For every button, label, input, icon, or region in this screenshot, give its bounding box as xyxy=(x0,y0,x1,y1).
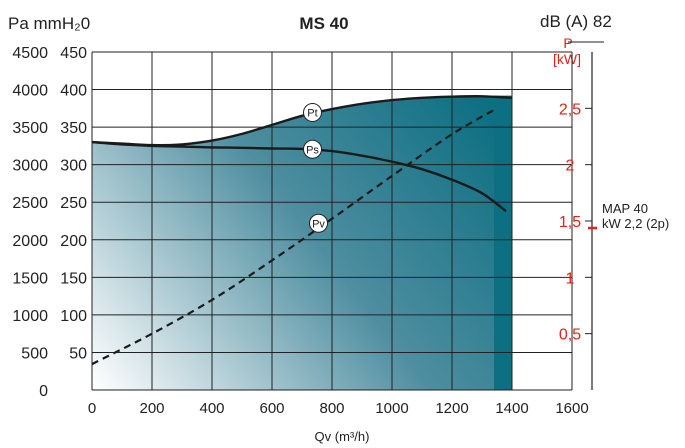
x-tick-label-800: 800 xyxy=(319,400,344,417)
power-axis-label-unit: [kW] xyxy=(553,51,581,67)
y-tick-pa-500: 500 xyxy=(21,345,48,362)
y-tick-mmh2o-250: 250 xyxy=(60,195,87,212)
curves: Pt Ps Pv xyxy=(91,95,513,366)
curve-label-ps: Ps xyxy=(306,144,319,156)
curve-pv xyxy=(91,107,498,366)
y-tick-mmh2o-350: 350 xyxy=(60,120,87,137)
y-tick-pa-3000: 3000 xyxy=(12,158,48,175)
y-tick-mmh2o-200: 200 xyxy=(60,233,87,250)
x-axis-label: Qv (m³/h) xyxy=(315,429,370,444)
y-tick-pa-4000: 4000 xyxy=(12,83,48,100)
motor-note-line1: MAP 40 xyxy=(602,201,648,216)
y-tick-pa-0: 0 xyxy=(39,383,48,400)
y-tick-mmh2o-450: 450 xyxy=(60,45,87,62)
kw-tick-label-1: 1 xyxy=(566,270,575,287)
y-tick-mmh2o-100: 100 xyxy=(60,308,87,325)
kw-tick-label-2: 2 xyxy=(566,158,575,175)
curve-label-pt-circle xyxy=(303,102,322,122)
motor-note-line2: kW 2,2 (2p) xyxy=(602,216,669,231)
curve-label-pv: Pv xyxy=(312,218,325,230)
curve-label-pt: Pt xyxy=(307,107,317,119)
kw-tick-label-1,5: 1,5 xyxy=(559,214,581,231)
kw-tick-label-0,5: 0,5 xyxy=(559,327,581,344)
operating-area-fill xyxy=(92,96,512,391)
y-tick-mmh2o-150: 150 xyxy=(60,270,87,287)
power-axis-label-top: P xyxy=(563,35,572,51)
units-label: Pa mmH₂0 xyxy=(8,14,90,33)
y-tick-pa-2500: 2500 xyxy=(12,195,48,212)
operating-area xyxy=(92,95,512,391)
y-tick-pa-1000: 1000 xyxy=(12,308,48,325)
curve-label-ps-circle xyxy=(303,139,322,159)
y-tick-pa-1500: 1500 xyxy=(12,270,48,287)
curve-ps xyxy=(91,140,507,213)
chart-title: MS 40 xyxy=(299,14,348,33)
y-tick-mmh2o-400: 400 xyxy=(60,83,87,100)
x-tick-label-200: 200 xyxy=(139,400,164,417)
y-tick-pa-3500: 3500 xyxy=(12,120,48,137)
x-tick-label-600: 600 xyxy=(259,400,284,417)
x-tick-label-0: 0 xyxy=(88,400,96,417)
x-tick-label-1600: 1600 xyxy=(555,400,588,417)
y-tick-pa-2000: 2000 xyxy=(12,233,48,250)
x-tick-label-1200: 1200 xyxy=(435,400,468,417)
curve-label-pv-circle xyxy=(309,213,328,233)
x-tick-label-1400: 1400 xyxy=(495,400,528,417)
y-tick-mmh2o-300: 300 xyxy=(60,158,87,175)
noise-level: dB (A) 82 xyxy=(540,12,612,31)
operating-area-edge xyxy=(494,95,512,390)
x-tick-label-400: 400 xyxy=(199,400,224,417)
x-tick-label-1000: 1000 xyxy=(375,400,408,417)
y-tick-pa-4500: 4500 xyxy=(12,45,48,62)
y-tick-mmh2o-50: 50 xyxy=(69,345,87,362)
kw-tick-label-2,5: 2,5 xyxy=(559,101,581,118)
